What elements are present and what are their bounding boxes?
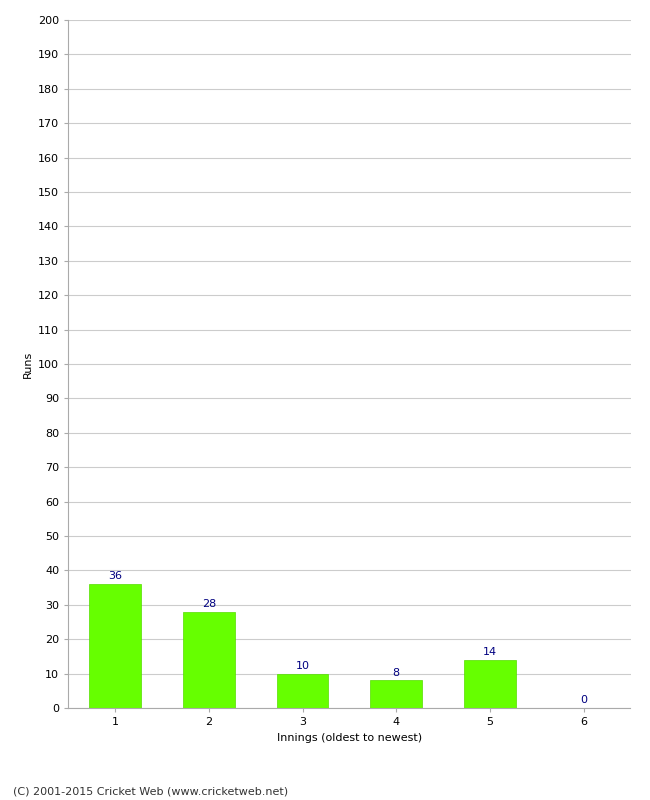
X-axis label: Innings (oldest to newest): Innings (oldest to newest): [277, 733, 422, 742]
Bar: [183, 612, 235, 708]
Text: 14: 14: [483, 647, 497, 657]
Bar: [464, 660, 515, 708]
Text: 10: 10: [296, 661, 309, 671]
Bar: [277, 674, 328, 708]
Text: 36: 36: [108, 571, 122, 582]
Text: 28: 28: [202, 599, 216, 609]
Bar: [89, 584, 141, 708]
Text: 8: 8: [393, 668, 400, 678]
Bar: [370, 681, 422, 708]
Text: 0: 0: [580, 695, 587, 706]
Text: (C) 2001-2015 Cricket Web (www.cricketweb.net): (C) 2001-2015 Cricket Web (www.cricketwe…: [13, 786, 288, 796]
Y-axis label: Runs: Runs: [23, 350, 32, 378]
